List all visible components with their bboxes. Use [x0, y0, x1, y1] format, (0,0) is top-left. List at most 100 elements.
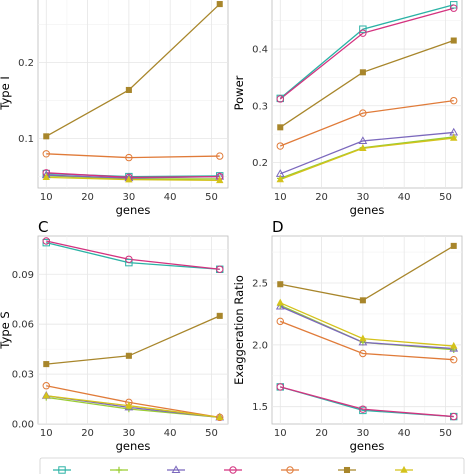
plot-area — [37, 235, 229, 425]
y-tick-label: 2.0 — [252, 340, 268, 351]
y-axis-title: Power — [232, 75, 246, 110]
data-point — [216, 176, 224, 184]
data-point — [276, 298, 284, 306]
panel-a: 10 20 30 40 50 0.1 0.2 genes Type I — [0, 0, 229, 217]
panel-letter: C — [38, 218, 48, 236]
data-point — [450, 133, 458, 141]
data-point — [359, 69, 366, 76]
data-point — [42, 382, 50, 390]
legend-marker — [171, 465, 181, 474]
data-point — [359, 334, 367, 342]
data-point — [359, 405, 367, 413]
x-tick-label: 20 — [81, 192, 94, 203]
data-point — [125, 86, 132, 93]
panel-b: 10 20 30 40 50 0.2 0.3 0.4 genes Power — [232, 0, 463, 217]
x-axis-title: genes — [116, 439, 151, 453]
legend — [39, 457, 465, 474]
y-axis-title: Type S — [0, 311, 12, 349]
data-point — [359, 25, 367, 33]
gridlines — [272, 236, 462, 424]
x-tick-label: 20 — [315, 428, 328, 439]
x-tick-label: 50 — [205, 428, 218, 439]
data-point — [125, 352, 132, 359]
data-point — [216, 265, 224, 273]
legend-marker — [400, 465, 408, 473]
data-point — [277, 124, 284, 131]
series-group — [41, 1, 225, 184]
data-point — [450, 96, 458, 105]
data-point — [359, 109, 367, 117]
data-point — [43, 133, 50, 140]
data-point — [42, 237, 50, 245]
data-point — [450, 242, 457, 249]
y-tick-label: 0.2 — [252, 158, 268, 169]
data-point — [276, 317, 284, 326]
x-tick-label: 10 — [40, 192, 53, 203]
y-tick-label: 0.3 — [252, 101, 268, 112]
series-group — [275, 242, 459, 421]
data-point — [359, 144, 367, 151]
x-tick-label: 50 — [439, 428, 452, 439]
legend-box — [39, 457, 465, 474]
data-point — [125, 401, 133, 409]
plot-area — [271, 235, 463, 425]
x-axis-title: genes — [350, 203, 385, 217]
data-point — [359, 29, 367, 37]
data-point — [125, 153, 133, 162]
data-point — [277, 281, 284, 288]
data-point — [450, 1, 458, 9]
data-point — [358, 337, 368, 346]
data-point — [216, 312, 223, 319]
x-tick-label: 10 — [40, 428, 53, 439]
data-point — [276, 142, 284, 150]
series-line — [279, 7, 454, 100]
data-point — [276, 175, 284, 183]
legend-marker — [115, 466, 123, 474]
y-axis-title: Type I — [0, 76, 12, 110]
series-line — [279, 4, 454, 99]
data-point — [125, 175, 133, 183]
x-tick-label: 50 — [205, 192, 218, 203]
x-tick-label: 30 — [357, 428, 370, 439]
gridlines — [272, 0, 462, 188]
series-line — [46, 153, 220, 159]
x-tick-label: 20 — [315, 192, 328, 203]
data-point — [43, 361, 50, 368]
series-group — [275, 1, 459, 183]
data-point — [450, 341, 458, 349]
plot-area — [271, 0, 463, 189]
legend-marker — [229, 466, 237, 474]
data-point — [275, 301, 285, 310]
x-tick-label: 40 — [398, 192, 411, 203]
data-point — [450, 4, 458, 12]
data-point — [450, 355, 458, 364]
series-group — [41, 237, 225, 422]
y-tick-label: 0.4 — [252, 45, 268, 56]
series-line — [280, 386, 454, 418]
x-tick-label: 30 — [357, 192, 370, 203]
data-point — [359, 349, 367, 358]
x-tick-label: 30 — [123, 428, 136, 439]
x-tick-label: 10 — [274, 192, 287, 203]
y-tick-label: 0.2 — [18, 58, 34, 69]
y-tick-label: 0.1 — [18, 134, 34, 145]
series-line — [280, 100, 454, 147]
legend-marker — [58, 466, 66, 474]
x-tick-label: 40 — [164, 192, 177, 203]
y-tick-label: 0.00 — [12, 420, 34, 431]
data-point — [450, 37, 457, 44]
x-tick-label: 10 — [274, 428, 287, 439]
legend-marker — [343, 466, 351, 474]
data-point — [276, 383, 284, 391]
data-point — [42, 391, 50, 399]
data-point — [359, 297, 366, 304]
data-point — [216, 152, 224, 160]
data-point — [125, 258, 133, 267]
x-tick-label: 20 — [81, 428, 94, 439]
data-point — [42, 150, 50, 158]
data-point — [276, 95, 284, 103]
x-tick-label: 40 — [398, 428, 411, 439]
data-point — [125, 255, 133, 263]
panel-c: 10 20 30 40 50 0.00 0.03 0.06 0.09 genes Type S C — [0, 218, 229, 453]
